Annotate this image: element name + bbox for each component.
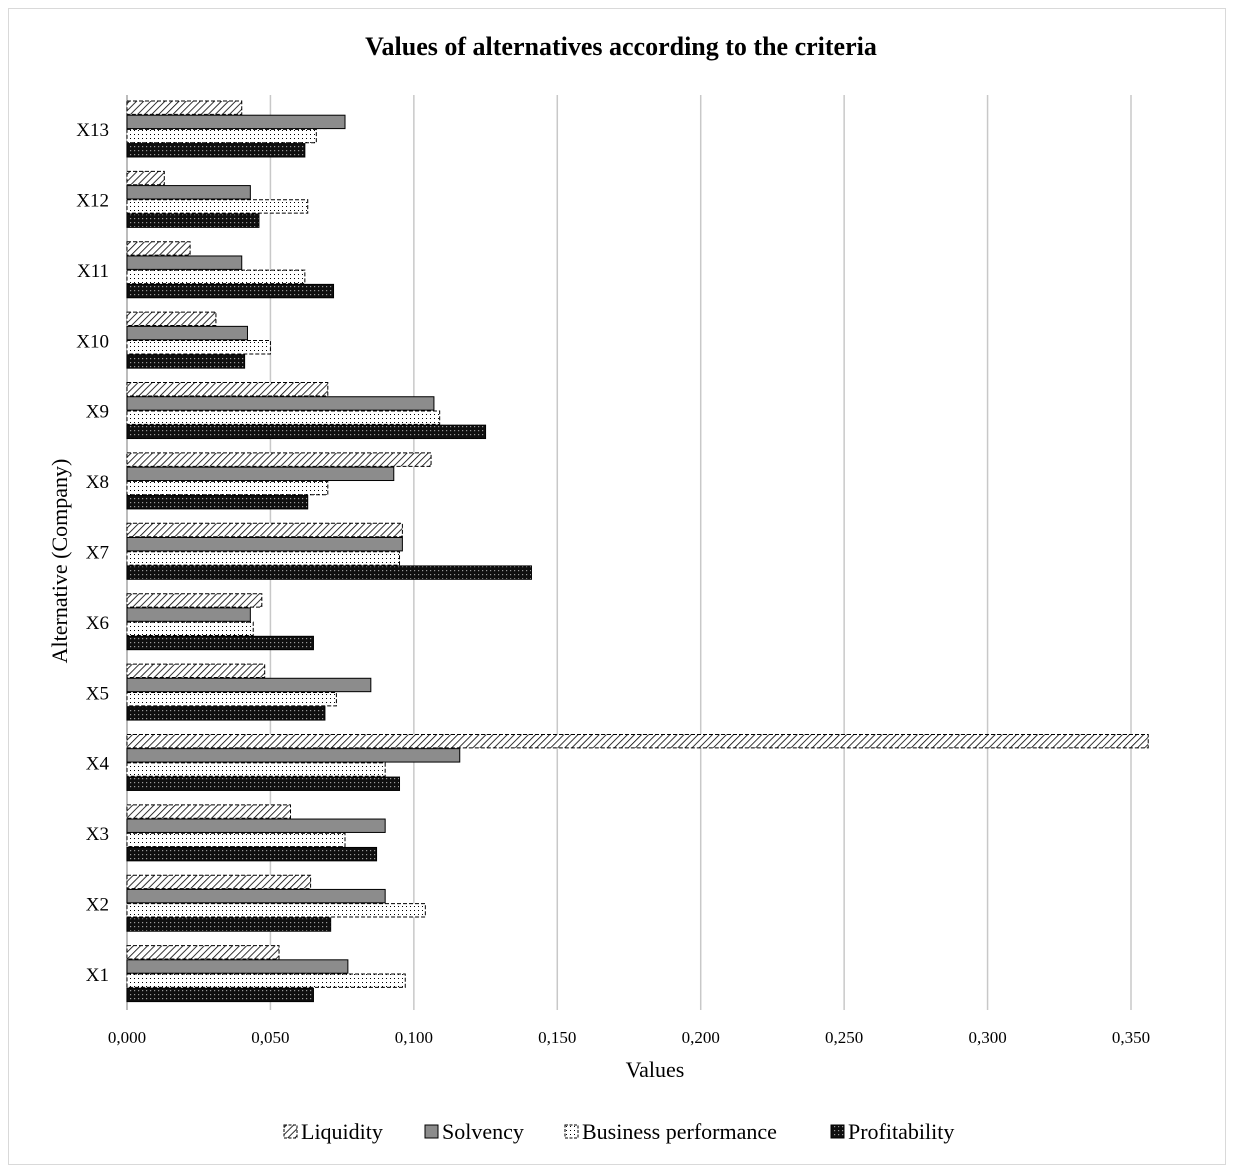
bar-business-performance-x3 [126, 832, 346, 848]
bar-profitability-x10 [126, 354, 246, 369]
category-layer: X1 X2 X3 X4 X5 X6 X7 X8 X9 X10 X11 X12 X13 [76, 120, 109, 986]
bar-solvency-x12 [126, 185, 251, 200]
category-label: X11 [77, 261, 109, 282]
legend-swatch [283, 1124, 298, 1139]
chart-svg: Values of alternatives according to the … [47, 32, 1150, 1144]
category-label: X5 [86, 683, 109, 704]
category-label: X6 [86, 613, 109, 634]
bar-profitability-x7 [126, 565, 532, 580]
x-tick-label: 0,150 [538, 1028, 576, 1047]
bar-solvency-x8 [126, 466, 395, 482]
bar-liquidity-x10 [126, 311, 217, 327]
bar-profitability-x1 [126, 987, 314, 1003]
bar-profitability-x12 [126, 213, 260, 228]
bar-profitability-x2 [126, 917, 332, 932]
bar-layer [126, 100, 1149, 1003]
bar-business-performance-x1 [126, 973, 406, 988]
legend-swatch [424, 1124, 439, 1139]
x-tick-label: 0,350 [1112, 1028, 1150, 1047]
x-tick-label: 0,300 [968, 1028, 1006, 1047]
x-axis-label: Values [626, 1057, 685, 1082]
bar-liquidity-x4 [126, 733, 1149, 749]
x-tick-label: 0,100 [395, 1028, 433, 1047]
chart-title: Values of alternatives according to the … [365, 32, 877, 61]
bar-profitability-x8 [126, 495, 309, 510]
bar-liquidity-x1 [126, 945, 280, 960]
bar-solvency-x1 [126, 959, 349, 974]
bar-profitability-x4 [126, 776, 401, 791]
bar-solvency-x7 [126, 537, 403, 552]
bar-business-performance-x4 [126, 762, 386, 777]
bar-solvency-x4 [126, 748, 461, 763]
grid-layer [126, 95, 1132, 1010]
bar-liquidity-x11 [126, 241, 191, 256]
legend-swatch [564, 1124, 579, 1139]
bar-liquidity-x13 [126, 100, 243, 115]
bar-liquidity-x2 [126, 874, 312, 890]
legend-label: Solvency [442, 1119, 524, 1144]
bar-business-performance-x13 [126, 128, 317, 144]
category-label: X12 [76, 191, 109, 212]
bar-profitability-x11 [126, 283, 335, 299]
bar-business-performance-x7 [126, 551, 401, 566]
x-tick-label: 0,000 [108, 1028, 146, 1047]
chart-frame: Values of alternatives according to the … [8, 8, 1226, 1165]
bar-liquidity-x5 [126, 663, 266, 678]
bar-solvency-x9 [126, 396, 435, 411]
legend-item-business-performance: Business performance [564, 1119, 777, 1144]
legend-item-liquidity: Liquidity [283, 1119, 383, 1144]
bar-profitability-x6 [126, 635, 314, 651]
bar-solvency-x3 [126, 818, 386, 833]
x-tick-label: 0,050 [251, 1028, 289, 1047]
bar-profitability-x9 [126, 424, 487, 440]
legend-swatch [830, 1124, 845, 1139]
category-label: X13 [76, 120, 109, 141]
legend-label: Profitability [848, 1119, 954, 1144]
bar-solvency-x6 [126, 607, 251, 622]
bar-solvency-x11 [126, 255, 243, 270]
bar-business-performance-x9 [126, 410, 441, 425]
category-label: X3 [86, 824, 109, 845]
bar-business-performance-x8 [126, 480, 329, 496]
x-tick-label: 0,250 [825, 1028, 863, 1047]
bar-business-performance-x6 [126, 621, 254, 636]
bar-business-performance-x11 [126, 269, 306, 285]
legend-label: Liquidity [301, 1119, 383, 1144]
bar-solvency-x5 [126, 677, 372, 693]
legend-label: Business performance [582, 1119, 777, 1144]
category-label: X2 [86, 894, 109, 915]
bar-liquidity-x9 [126, 382, 329, 397]
category-label: X9 [86, 402, 109, 423]
bar-liquidity-x8 [126, 452, 432, 467]
bar-liquidity-x3 [126, 804, 292, 819]
bar-solvency-x13 [126, 114, 346, 130]
category-label: X8 [86, 472, 109, 493]
x-tick-label: 0,200 [682, 1028, 720, 1047]
bar-business-performance-x5 [126, 691, 337, 707]
bar-profitability-x13 [126, 143, 306, 158]
legend-item-solvency: Solvency [424, 1119, 524, 1144]
bar-liquidity-x6 [126, 593, 263, 608]
category-label: X1 [86, 965, 109, 986]
category-label: X7 [86, 543, 109, 564]
category-label: X4 [86, 754, 110, 775]
bar-business-performance-x2 [126, 903, 426, 918]
legend: Liquidity Solvency Business performance Pro… [283, 1119, 954, 1144]
bar-liquidity-x12 [126, 170, 165, 186]
tick-layer: 0,000 0,050 0,100 0,150 0,200 0,250 0,300 0,350 [108, 1028, 1150, 1047]
category-label: X10 [76, 331, 109, 352]
bar-profitability-x5 [126, 706, 326, 721]
bar-profitability-x3 [126, 846, 378, 862]
bar-business-performance-x12 [126, 199, 309, 214]
legend-item-profitability: Profitability [830, 1119, 954, 1144]
y-axis-label: Alternative (Company) [47, 459, 72, 664]
bar-solvency-x2 [126, 888, 386, 904]
bar-business-performance-x10 [126, 340, 271, 355]
bar-liquidity-x7 [126, 522, 403, 538]
bar-solvency-x10 [126, 325, 248, 341]
